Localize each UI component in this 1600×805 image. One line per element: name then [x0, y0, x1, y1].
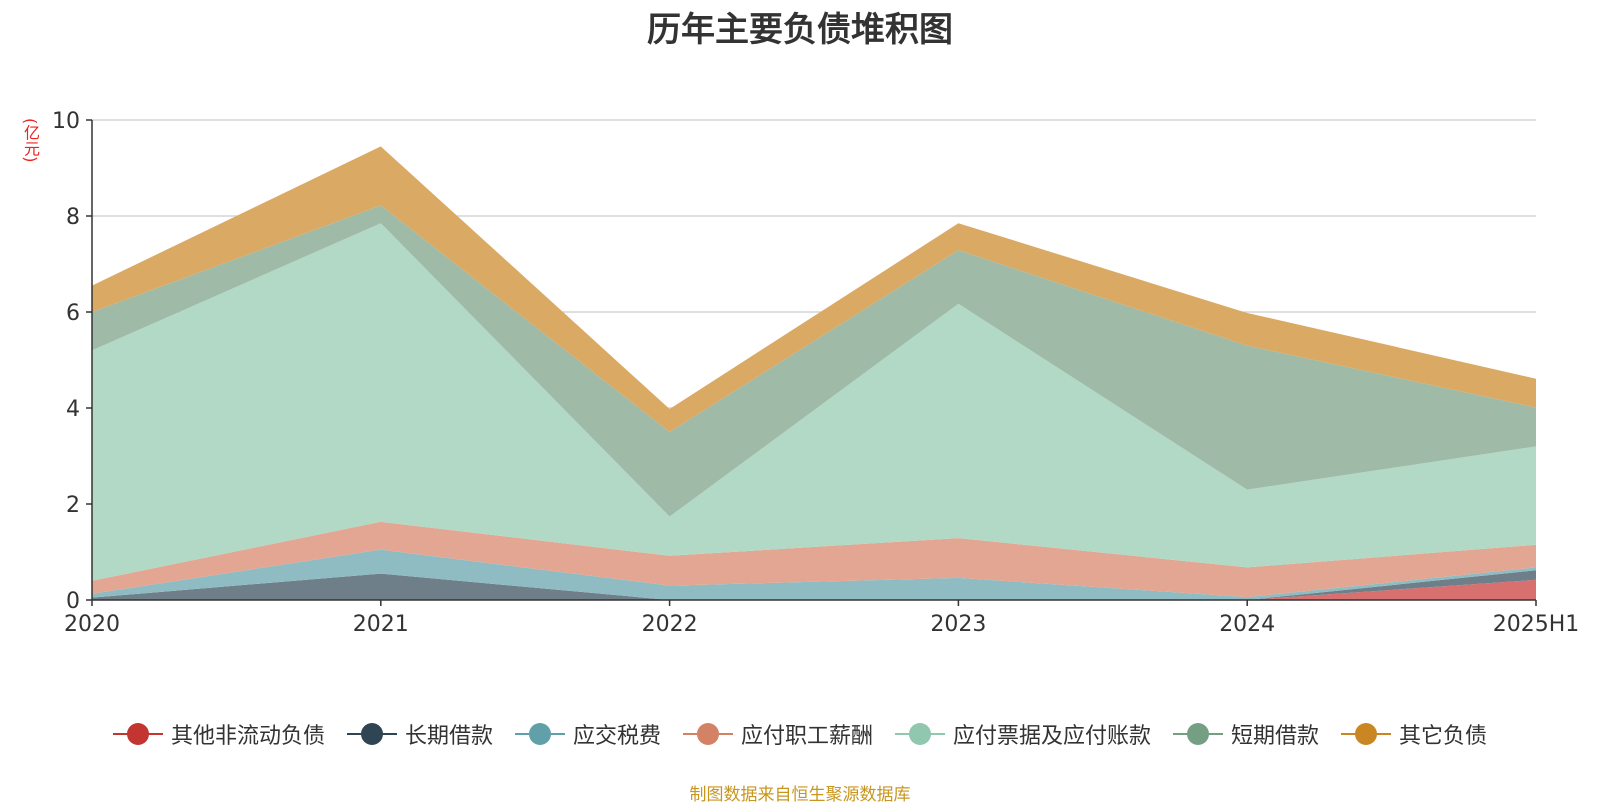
legend-label: 应付票据及应付账款	[953, 724, 1152, 749]
legend-marker-icon	[112, 721, 163, 747]
legend-item-2[interactable]: 应交税费	[514, 718, 661, 750]
area-0	[92, 579, 1536, 600]
legend-marker-icon	[895, 721, 945, 747]
y-tick-label: 6	[66, 301, 80, 326]
legend-item-3[interactable]: 应付职工薪酬	[682, 718, 873, 750]
area-2	[92, 549, 1536, 600]
legend-label: 其他非流动负债	[170, 724, 325, 749]
chart-legend: 其他非流动负债 长期借款 应交税费 应付职工薪酬 应付票据及应付账款 短期借款 其它负债	[0, 718, 1600, 750]
area-6	[92, 146, 1536, 432]
y-tick-label: 2	[66, 493, 80, 518]
x-tick-label: 2022	[642, 612, 698, 637]
x-tick-label: 2021	[353, 612, 409, 637]
x-tick-label: 2024	[1219, 612, 1275, 637]
legend-item-4[interactable]: 应付票据及应付账款	[895, 718, 1151, 750]
legend-label: 短期借款	[1231, 724, 1320, 749]
area-4	[92, 223, 1536, 581]
y-tick-label: 0	[66, 589, 80, 614]
y-tick-label: 10	[52, 109, 80, 134]
stacked-area-chart: 0 2 4 6 8 10 2020 2021 2022 2023 2024 2025H1	[52, 109, 1579, 637]
legend-item-6[interactable]: 其它负债	[1341, 718, 1487, 750]
y-tick-label: 8	[66, 205, 80, 230]
chart-title: 历年主要负债堆积图	[647, 10, 953, 50]
legend-label: 其它负债	[1399, 724, 1488, 749]
y-tick-label: 4	[66, 397, 80, 422]
legend-label: 应交税费	[572, 724, 661, 749]
legend-marker-icon	[346, 721, 397, 747]
legend-marker-icon	[682, 721, 733, 747]
legend-marker-icon	[514, 721, 565, 747]
x-tick-label: 2020	[64, 612, 120, 637]
x-tick-label: 2023	[930, 612, 986, 637]
legend-item-0[interactable]: 其他非流动负债	[112, 718, 325, 750]
x-tick-label: 2025H1	[1493, 612, 1580, 637]
y-axis-unit-label: (亿元)	[21, 118, 40, 163]
legend-item-5[interactable]: 短期借款	[1173, 718, 1319, 750]
area-5	[92, 205, 1536, 517]
legend-label: 长期借款	[404, 724, 493, 749]
legend-label: 应付职工薪酬	[740, 724, 873, 749]
data-source-note: 制图数据来自恒生聚源数据库	[689, 785, 911, 805]
area-1	[92, 570, 1536, 600]
area-3	[92, 521, 1536, 598]
axes: 0 2 4 6 8 10 2020 2021 2022 2023 2024 2025H1	[52, 109, 1579, 637]
legend-item-1[interactable]: 长期借款	[346, 718, 493, 750]
legend-marker-icon	[1341, 721, 1392, 747]
area-series	[92, 146, 1536, 600]
legend-marker-icon	[1173, 721, 1224, 747]
